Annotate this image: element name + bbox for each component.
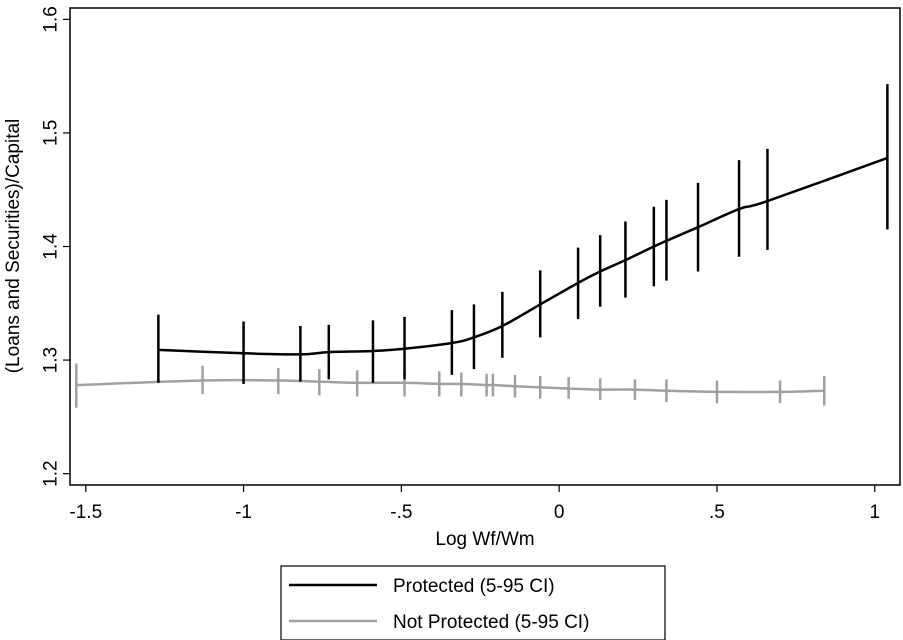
y-tick-label: 1.4 <box>41 233 62 260</box>
y-tick-label: 1.6 <box>41 6 62 32</box>
y-tick-label: 1.5 <box>41 120 62 146</box>
y-tick-label: 1.3 <box>41 347 62 373</box>
x-tick-label: 1 <box>869 502 880 523</box>
legend-box <box>280 565 666 640</box>
x-tick-label: .5 <box>709 502 725 523</box>
series-layer <box>75 84 889 408</box>
x-axis: -1.5 -1 -.5 0 .5 1 <box>69 485 880 523</box>
legend-label-protected: Protected (5-95 CI) <box>393 576 555 597</box>
series-not-protected <box>75 363 826 408</box>
x-tick-label: 0 <box>554 502 565 523</box>
x-tick-label: -1.5 <box>69 502 102 523</box>
series-protected <box>157 84 889 384</box>
y-axis: 1.2 1.3 1.4 1.5 1.6 <box>41 6 70 487</box>
legend: Protected (5-95 CI) Not Protected (5-95 … <box>280 565 666 640</box>
x-tick-label: -1 <box>235 502 252 523</box>
legend-label-not-protected: Not Protected (5-95 CI) <box>393 612 589 633</box>
x-tick-label: -.5 <box>390 502 412 523</box>
x-axis-title: Log Wf/Wm <box>435 529 534 550</box>
y-tick-label: 1.2 <box>41 460 62 486</box>
plot-area <box>69 7 901 486</box>
y-axis-title: (Loans and Securities)/Capital <box>3 119 24 374</box>
